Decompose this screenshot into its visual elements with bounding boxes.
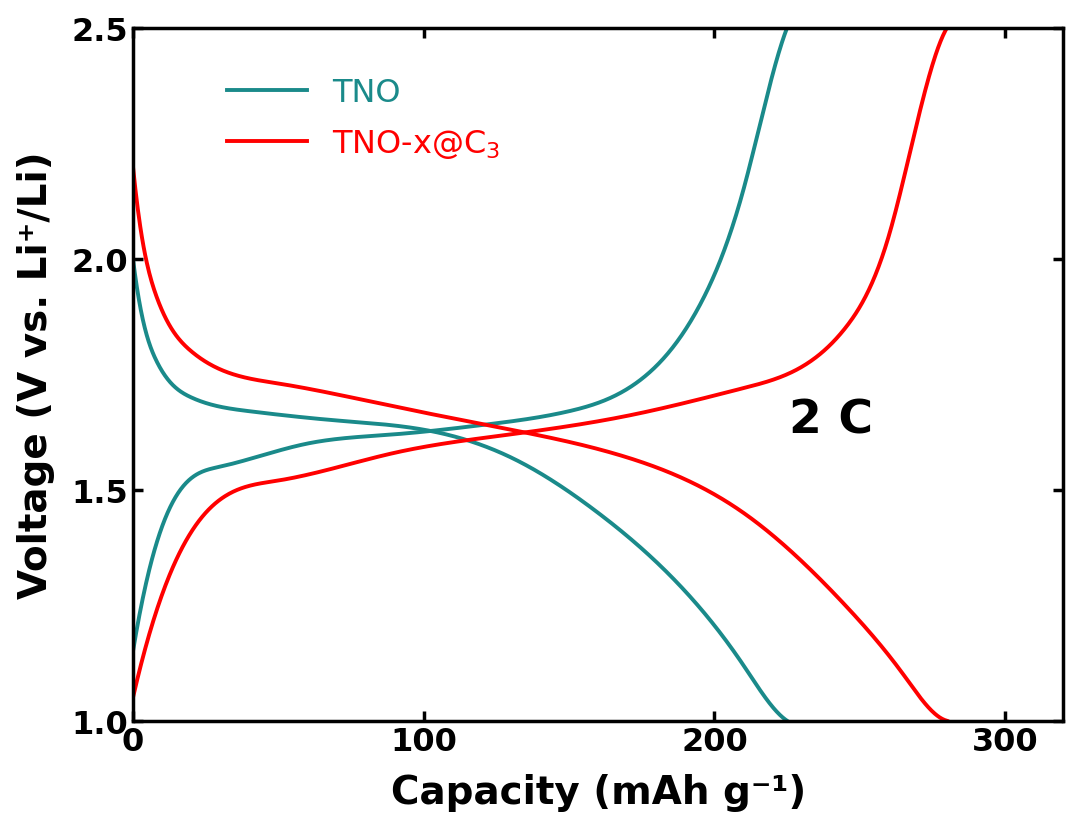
X-axis label: Capacity (mAh g⁻¹): Capacity (mAh g⁻¹) [391, 773, 806, 811]
Text: 2 C: 2 C [788, 398, 873, 444]
Legend: TNO, TNO-x@C$_3$: TNO, TNO-x@C$_3$ [214, 65, 513, 174]
Y-axis label: Voltage (V vs. Li⁺/Li): Voltage (V vs. Li⁺/Li) [16, 152, 55, 599]
